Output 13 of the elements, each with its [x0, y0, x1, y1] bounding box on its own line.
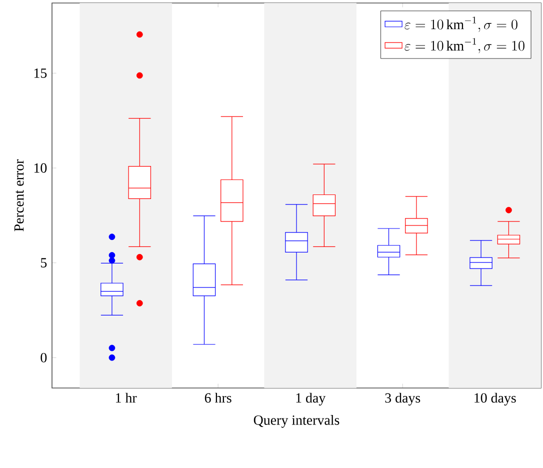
- x-tick-label: 3 days: [385, 392, 420, 406]
- x-tick-label: 10 days: [474, 392, 516, 406]
- x-axis-title: Query intervals: [254, 415, 340, 428]
- legend-label: $\varepsilon = 10\,\mathrm{km}^{-1}, \sigma = 10$: [404, 38, 524, 54]
- y-tick-label: 0: [40, 352, 47, 362]
- y-axis-title: Percent error: [14, 159, 24, 232]
- x-tick-label: 6 hrs: [204, 392, 232, 403]
- legend-label: $\varepsilon = 10\,\mathrm{km}^{-1}, \sigma = 0$: [404, 16, 518, 32]
- y-tick-label: 15: [34, 68, 47, 78]
- y-tick-label: 5: [40, 258, 47, 268]
- x-tick-label: 1 hr: [116, 392, 137, 403]
- x-tick-label: 1 day: [296, 392, 326, 406]
- y-tick-label: 10: [34, 163, 47, 173]
